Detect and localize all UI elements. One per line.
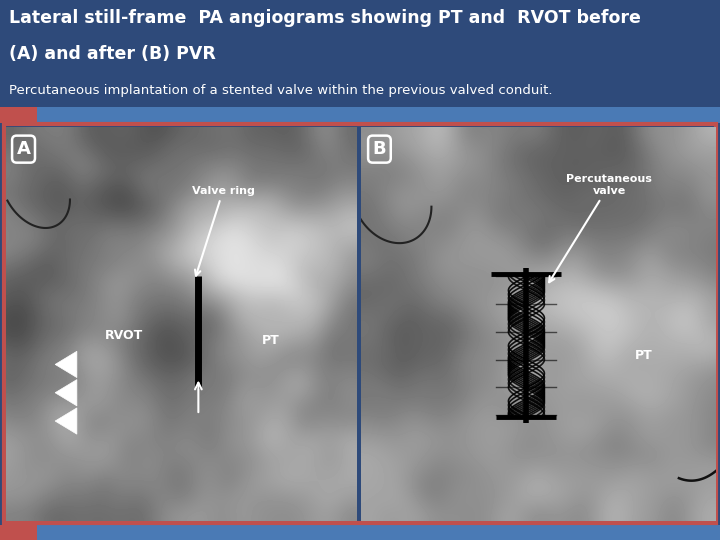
Text: PT: PT (261, 334, 279, 347)
Text: Lateral still-frame  PA angiograms showing PT and  RVOT before: Lateral still-frame PA angiograms showin… (9, 9, 641, 26)
Polygon shape (55, 408, 77, 434)
Text: (A) and after (B) PVR: (A) and after (B) PVR (9, 45, 215, 63)
Text: Percutaneous implantation of a stented valve within the previous valved conduit.: Percutaneous implantation of a stented v… (9, 84, 552, 97)
Text: Valve ring: Valve ring (192, 186, 254, 276)
Text: B: B (373, 140, 386, 158)
Text: A: A (17, 140, 30, 158)
Bar (0, 107, 37, 123)
Text: PT: PT (634, 349, 652, 362)
Bar (0, 525, 37, 540)
Polygon shape (55, 352, 77, 377)
Text: Percutaneous
valve: Percutaneous valve (549, 174, 652, 282)
Text: RVOT: RVOT (105, 329, 143, 342)
Polygon shape (55, 380, 77, 406)
